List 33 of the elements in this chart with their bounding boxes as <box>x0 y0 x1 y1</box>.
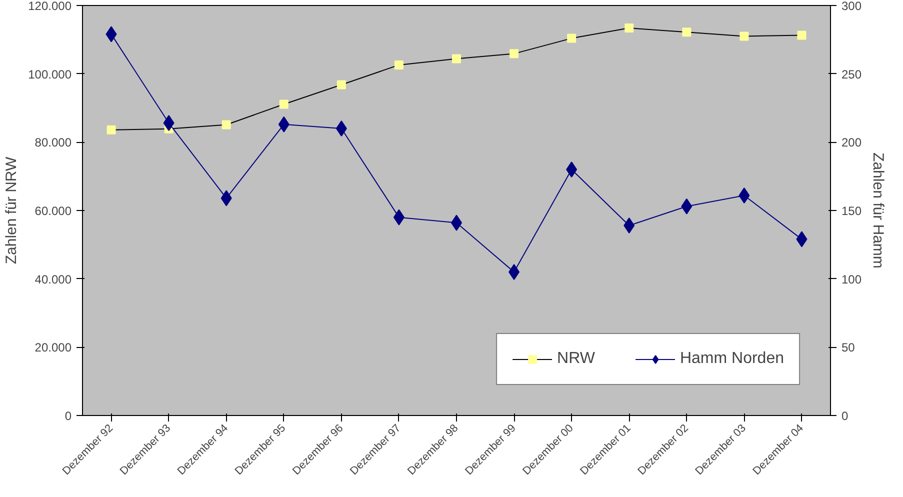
point <box>279 100 288 109</box>
point <box>452 54 461 64</box>
y-tick-label: 100.000 <box>28 67 72 82</box>
y-tick-label: 40.000 <box>34 272 72 286</box>
point <box>336 80 346 90</box>
point <box>394 60 404 70</box>
y-tick-label: 0 <box>64 409 72 423</box>
point <box>567 34 576 43</box>
y-axis-title: Zahlen für NRW <box>3 156 20 264</box>
point <box>510 49 519 58</box>
point <box>682 28 692 37</box>
y-tick-label: 20.000 <box>34 340 72 355</box>
point <box>336 120 347 136</box>
point <box>566 162 578 178</box>
point <box>508 264 520 280</box>
point <box>106 125 116 134</box>
y2-tick-label: 250 <box>842 67 862 82</box>
y2-tick-label: 0 <box>842 409 848 423</box>
y2-axis-title: Zahlen für Hamm <box>870 152 887 268</box>
y2-tick-label: 200 <box>842 136 862 150</box>
legend-label: NRW <box>557 350 595 368</box>
point <box>624 24 634 33</box>
point <box>797 30 806 40</box>
y2-tick-label: 50 <box>842 340 856 355</box>
y-tick-label: 120.000 <box>28 0 72 13</box>
y2-tick-label: 300 <box>842 0 862 13</box>
point <box>740 32 749 41</box>
legend-label: Hamm Norden <box>680 350 784 368</box>
y2-tick-label: 100 <box>842 272 862 286</box>
y2-tick-label: 150 <box>842 204 862 218</box>
y-tick-label: 80.000 <box>34 136 72 150</box>
point <box>222 120 231 130</box>
y-tick-label: 60.000 <box>34 204 72 218</box>
